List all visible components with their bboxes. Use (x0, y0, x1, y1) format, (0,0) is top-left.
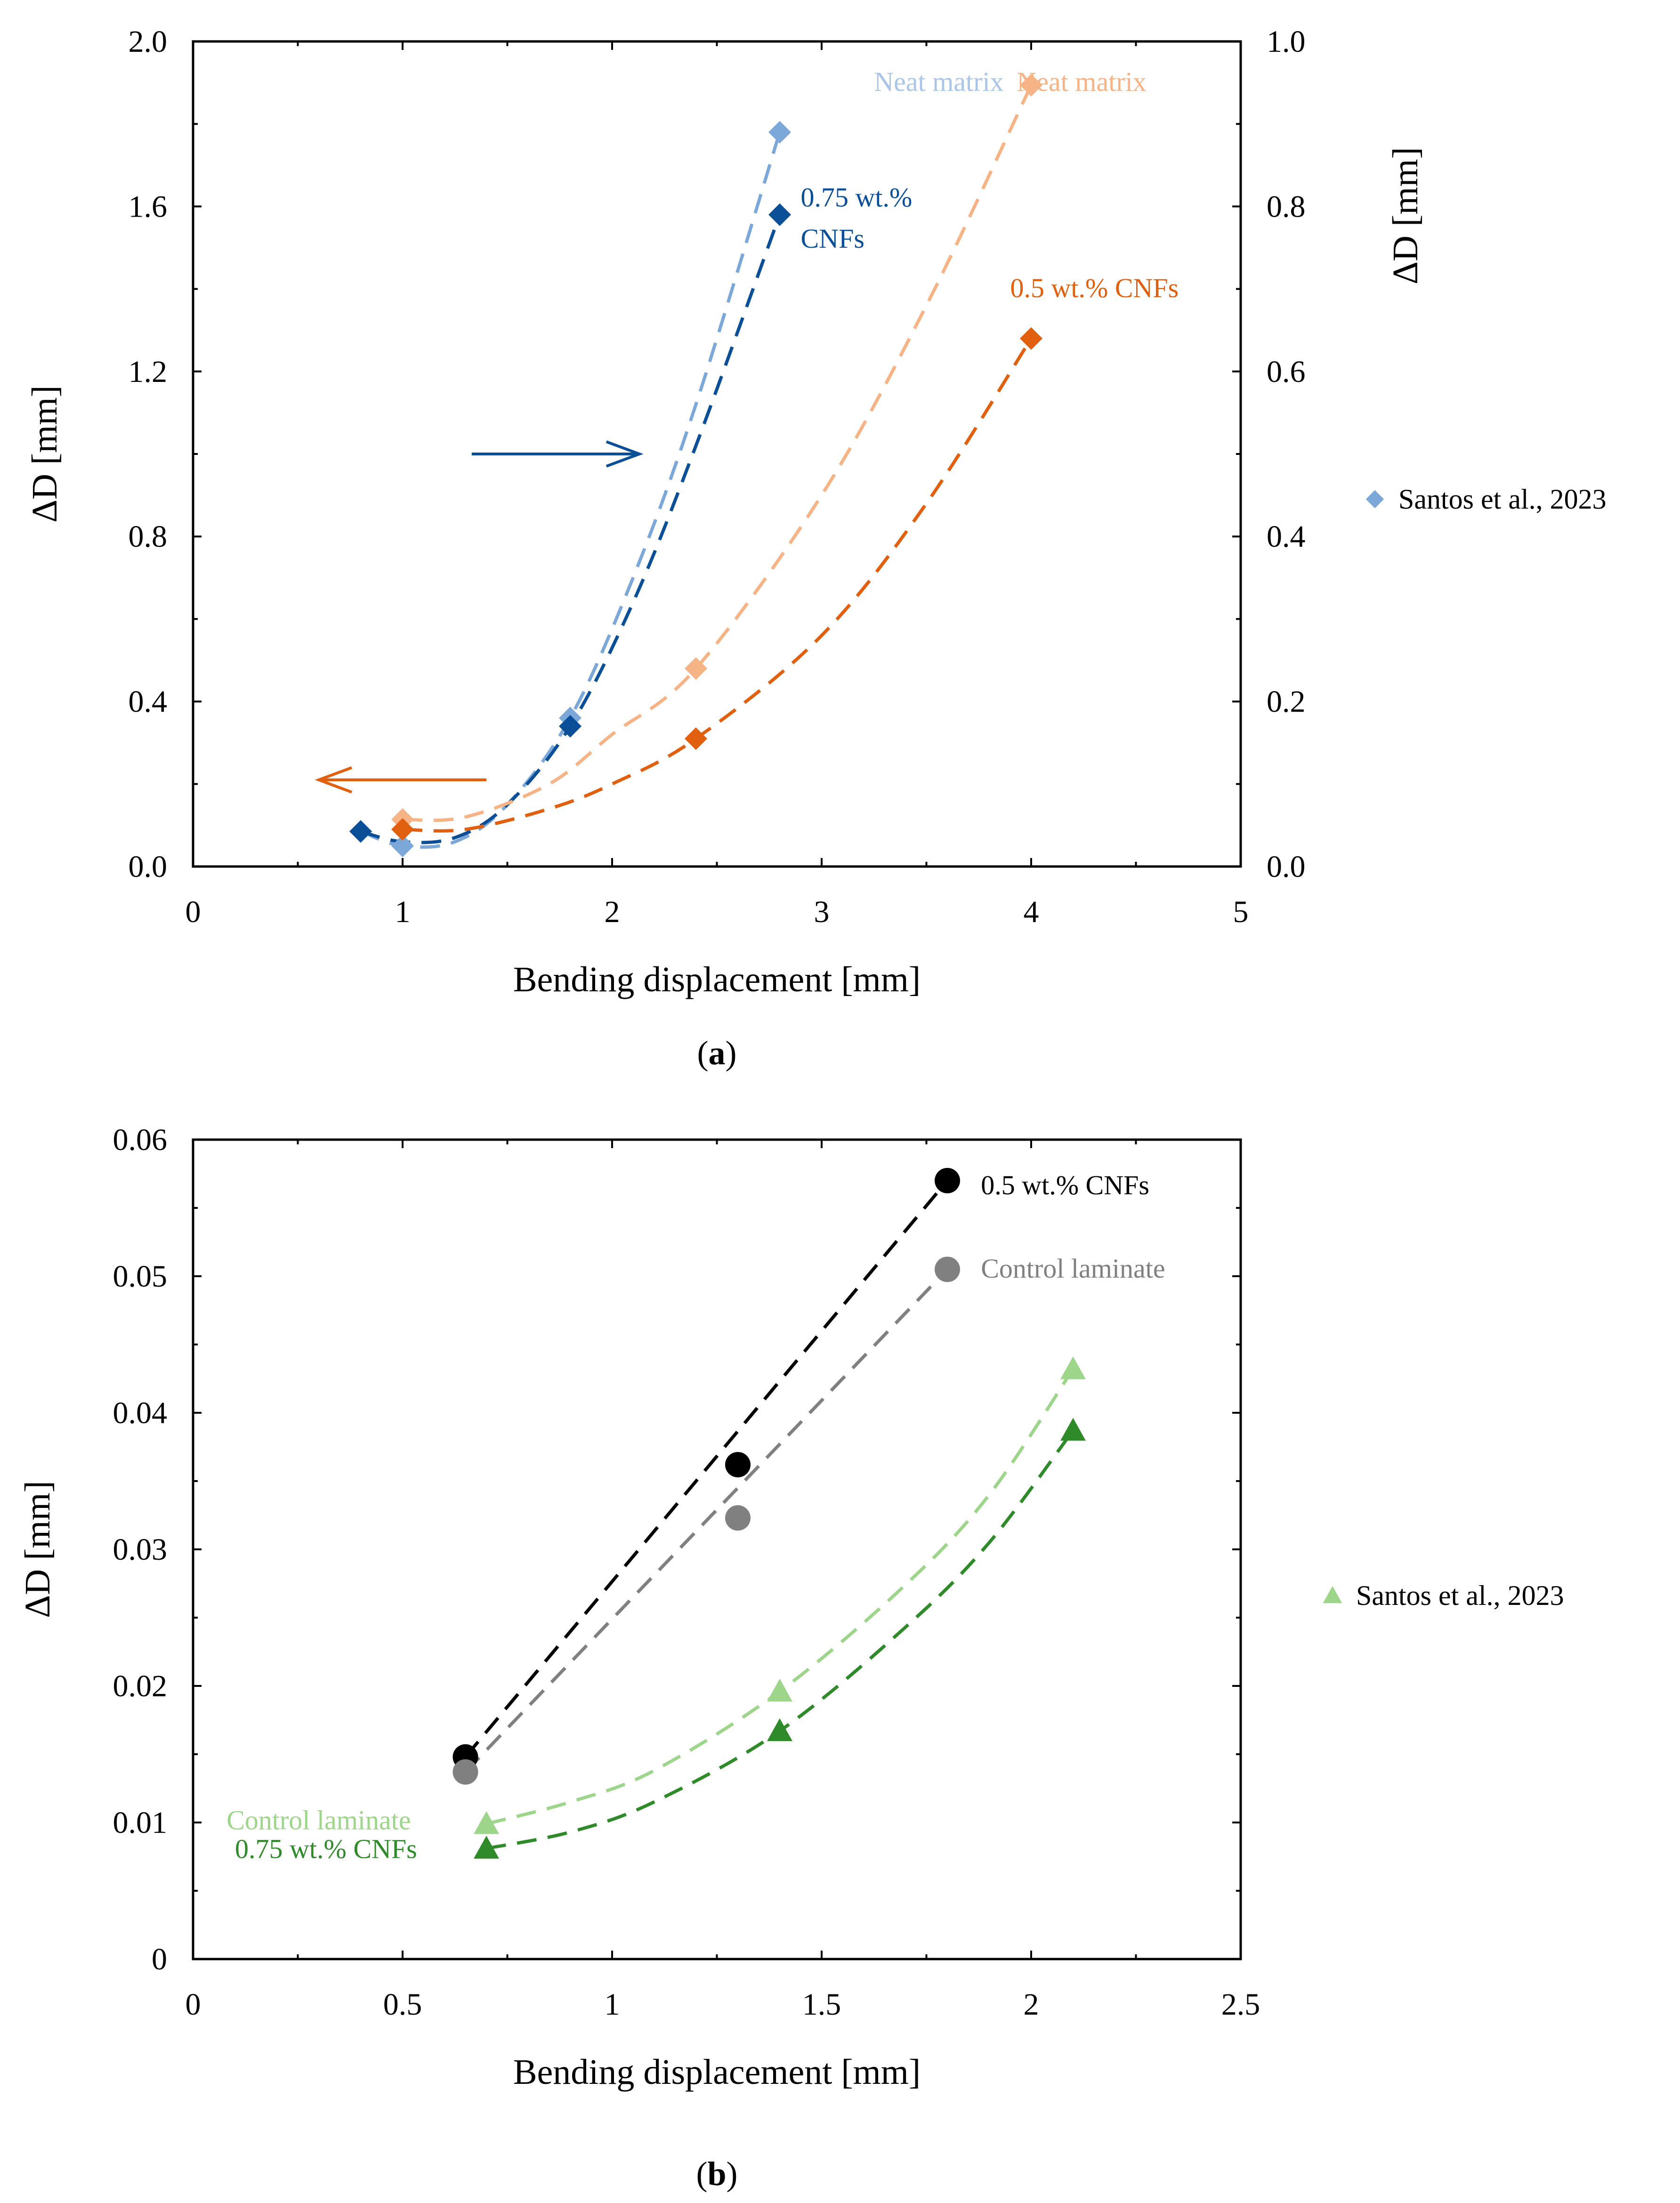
y-right-axis-title: ΔD [mm] (1386, 147, 1425, 284)
data-point-series-0 (391, 834, 414, 858)
legend-marker (1323, 1586, 1342, 1604)
arrow-head-left (315, 766, 353, 794)
data-point-series-1 (559, 715, 582, 738)
data-point-series-3 (767, 1718, 792, 1741)
y-tick-label: 0.05 (113, 1259, 168, 1294)
series-annotation: Control laminate (226, 1805, 411, 1836)
data-point-series-2 (1020, 73, 1042, 97)
panel-label: (a) (697, 1034, 737, 1072)
data-point-series-2 (1060, 1356, 1086, 1379)
y-right-tick-label: 1.0 (1267, 24, 1306, 59)
data-point-series-3 (474, 1836, 499, 1859)
panel-label-open: ( (696, 2155, 707, 2193)
series-annotation: Control laminate (981, 1253, 1165, 1284)
y-axis-title: ΔD [mm] (25, 385, 65, 523)
data-point-series-1 (452, 1759, 478, 1785)
fit-line-series-1 (360, 214, 782, 844)
x-tick-label: 1 (395, 895, 411, 929)
panel-label-letter: b (707, 2155, 726, 2193)
series-annotation: Neat matrix (1017, 66, 1146, 97)
x-tick-label: 2 (1024, 1987, 1039, 2022)
data-point-series-1 (349, 820, 372, 843)
y-tick-label: 2.0 (129, 24, 168, 59)
panel-label: (b) (696, 2155, 737, 2193)
y-right-tick-label: 0.2 (1267, 685, 1306, 719)
y-tick-label: 0.03 (113, 1532, 168, 1567)
data-point-series-1 (725, 1505, 751, 1531)
y-tick-label: 1.6 (129, 189, 168, 224)
y-tick-label: 1.2 (129, 355, 168, 389)
x-tick-label: 5 (1233, 895, 1249, 929)
y-tick-label: 0.02 (113, 1669, 168, 1703)
panel-label-open: ( (697, 1034, 709, 1072)
fit-line-series-2 (402, 84, 1033, 822)
x-tick-label: 3 (814, 895, 830, 929)
y-tick-label: 0.0 (129, 850, 168, 884)
fit-line-series-3 (486, 1429, 1074, 1850)
x-tick-label: 0 (186, 1987, 201, 2022)
fit-line-series-0 (360, 131, 782, 849)
series-annotation: Neat matrix (874, 66, 1003, 97)
legend-label: Santos et al., 2023 (1356, 1580, 1564, 1611)
y-tick-label: 0.01 (113, 1806, 168, 1840)
series-annotation: CNFs (801, 223, 864, 254)
data-point-series-1 (935, 1256, 960, 1282)
arrow-head-right (606, 440, 644, 468)
data-point-series-0 (725, 1452, 751, 1478)
y-axis-title: ΔD [mm] (18, 1481, 57, 1618)
y-right-tick-label: 0.4 (1267, 519, 1306, 554)
series-annotation: 0.5 wt.% CNFs (981, 1170, 1149, 1200)
panel-label-close: ) (726, 1034, 737, 1072)
chart-b: 0 0.5 1 1.5 2 2.5 0 0.01 0.02 0.03 0.04 0.05 0.06 Ben… (18, 1123, 1564, 2193)
data-point-series-3 (1020, 327, 1042, 350)
data-point-series-2 (474, 1811, 499, 1834)
data-point-series-0 (768, 121, 791, 144)
x-tick-label: 1 (605, 1987, 620, 2022)
y-tick-label: 0.06 (113, 1123, 168, 1157)
x-tick-label: 1.5 (802, 1987, 841, 2022)
data-point-series-3 (1060, 1417, 1086, 1441)
panel-label-letter: a (709, 1034, 726, 1072)
y-right-tick-label: 0.0 (1267, 850, 1306, 884)
legend-label: Santos et al., 2023 (1398, 484, 1607, 515)
data-point-series-3 (685, 727, 707, 750)
fit-line-series-2 (486, 1368, 1074, 1826)
chart-a: 0 1 2 3 4 5 0.0 0.4 0.8 1.2 1.6 2.0 0.0 0.2 0.4 0.6 0.8 1… (25, 24, 1607, 1072)
x-tick-label: 0.5 (383, 1987, 422, 2022)
fit-line-series-0 (464, 1179, 949, 1758)
series-annotation: 0.75 wt.% CNFs (235, 1833, 417, 1864)
x-tick-label: 2 (605, 895, 620, 929)
y-right-tick-label: 0.8 (1267, 189, 1306, 224)
panel-label-close: ) (727, 2155, 738, 2193)
x-tick-label: 4 (1024, 895, 1039, 929)
fit-line-series-1 (464, 1268, 949, 1774)
data-point-series-1 (768, 203, 791, 226)
data-point-series-3 (391, 818, 414, 841)
data-point-series-2 (767, 1678, 792, 1702)
x-tick-label: 0 (186, 895, 201, 929)
data-point-series-0 (935, 1168, 960, 1193)
x-axis-title: Bending displacement [mm] (513, 2052, 921, 2092)
data-point-series-2 (685, 657, 707, 680)
series-annotation: 0.5 wt.% CNFs (1010, 273, 1179, 303)
y-tick-label: 0 (152, 1942, 167, 1976)
y-right-tick-label: 0.6 (1267, 355, 1306, 389)
x-tick-label: 2.5 (1221, 1987, 1260, 2022)
y-tick-label: 0.4 (129, 685, 168, 719)
series-annotation: 0.75 wt.% (801, 182, 913, 212)
x-axis-title: Bending displacement [mm] (513, 960, 921, 999)
y-tick-label: 0.8 (129, 519, 168, 554)
y-tick-label: 0.04 (113, 1396, 168, 1430)
